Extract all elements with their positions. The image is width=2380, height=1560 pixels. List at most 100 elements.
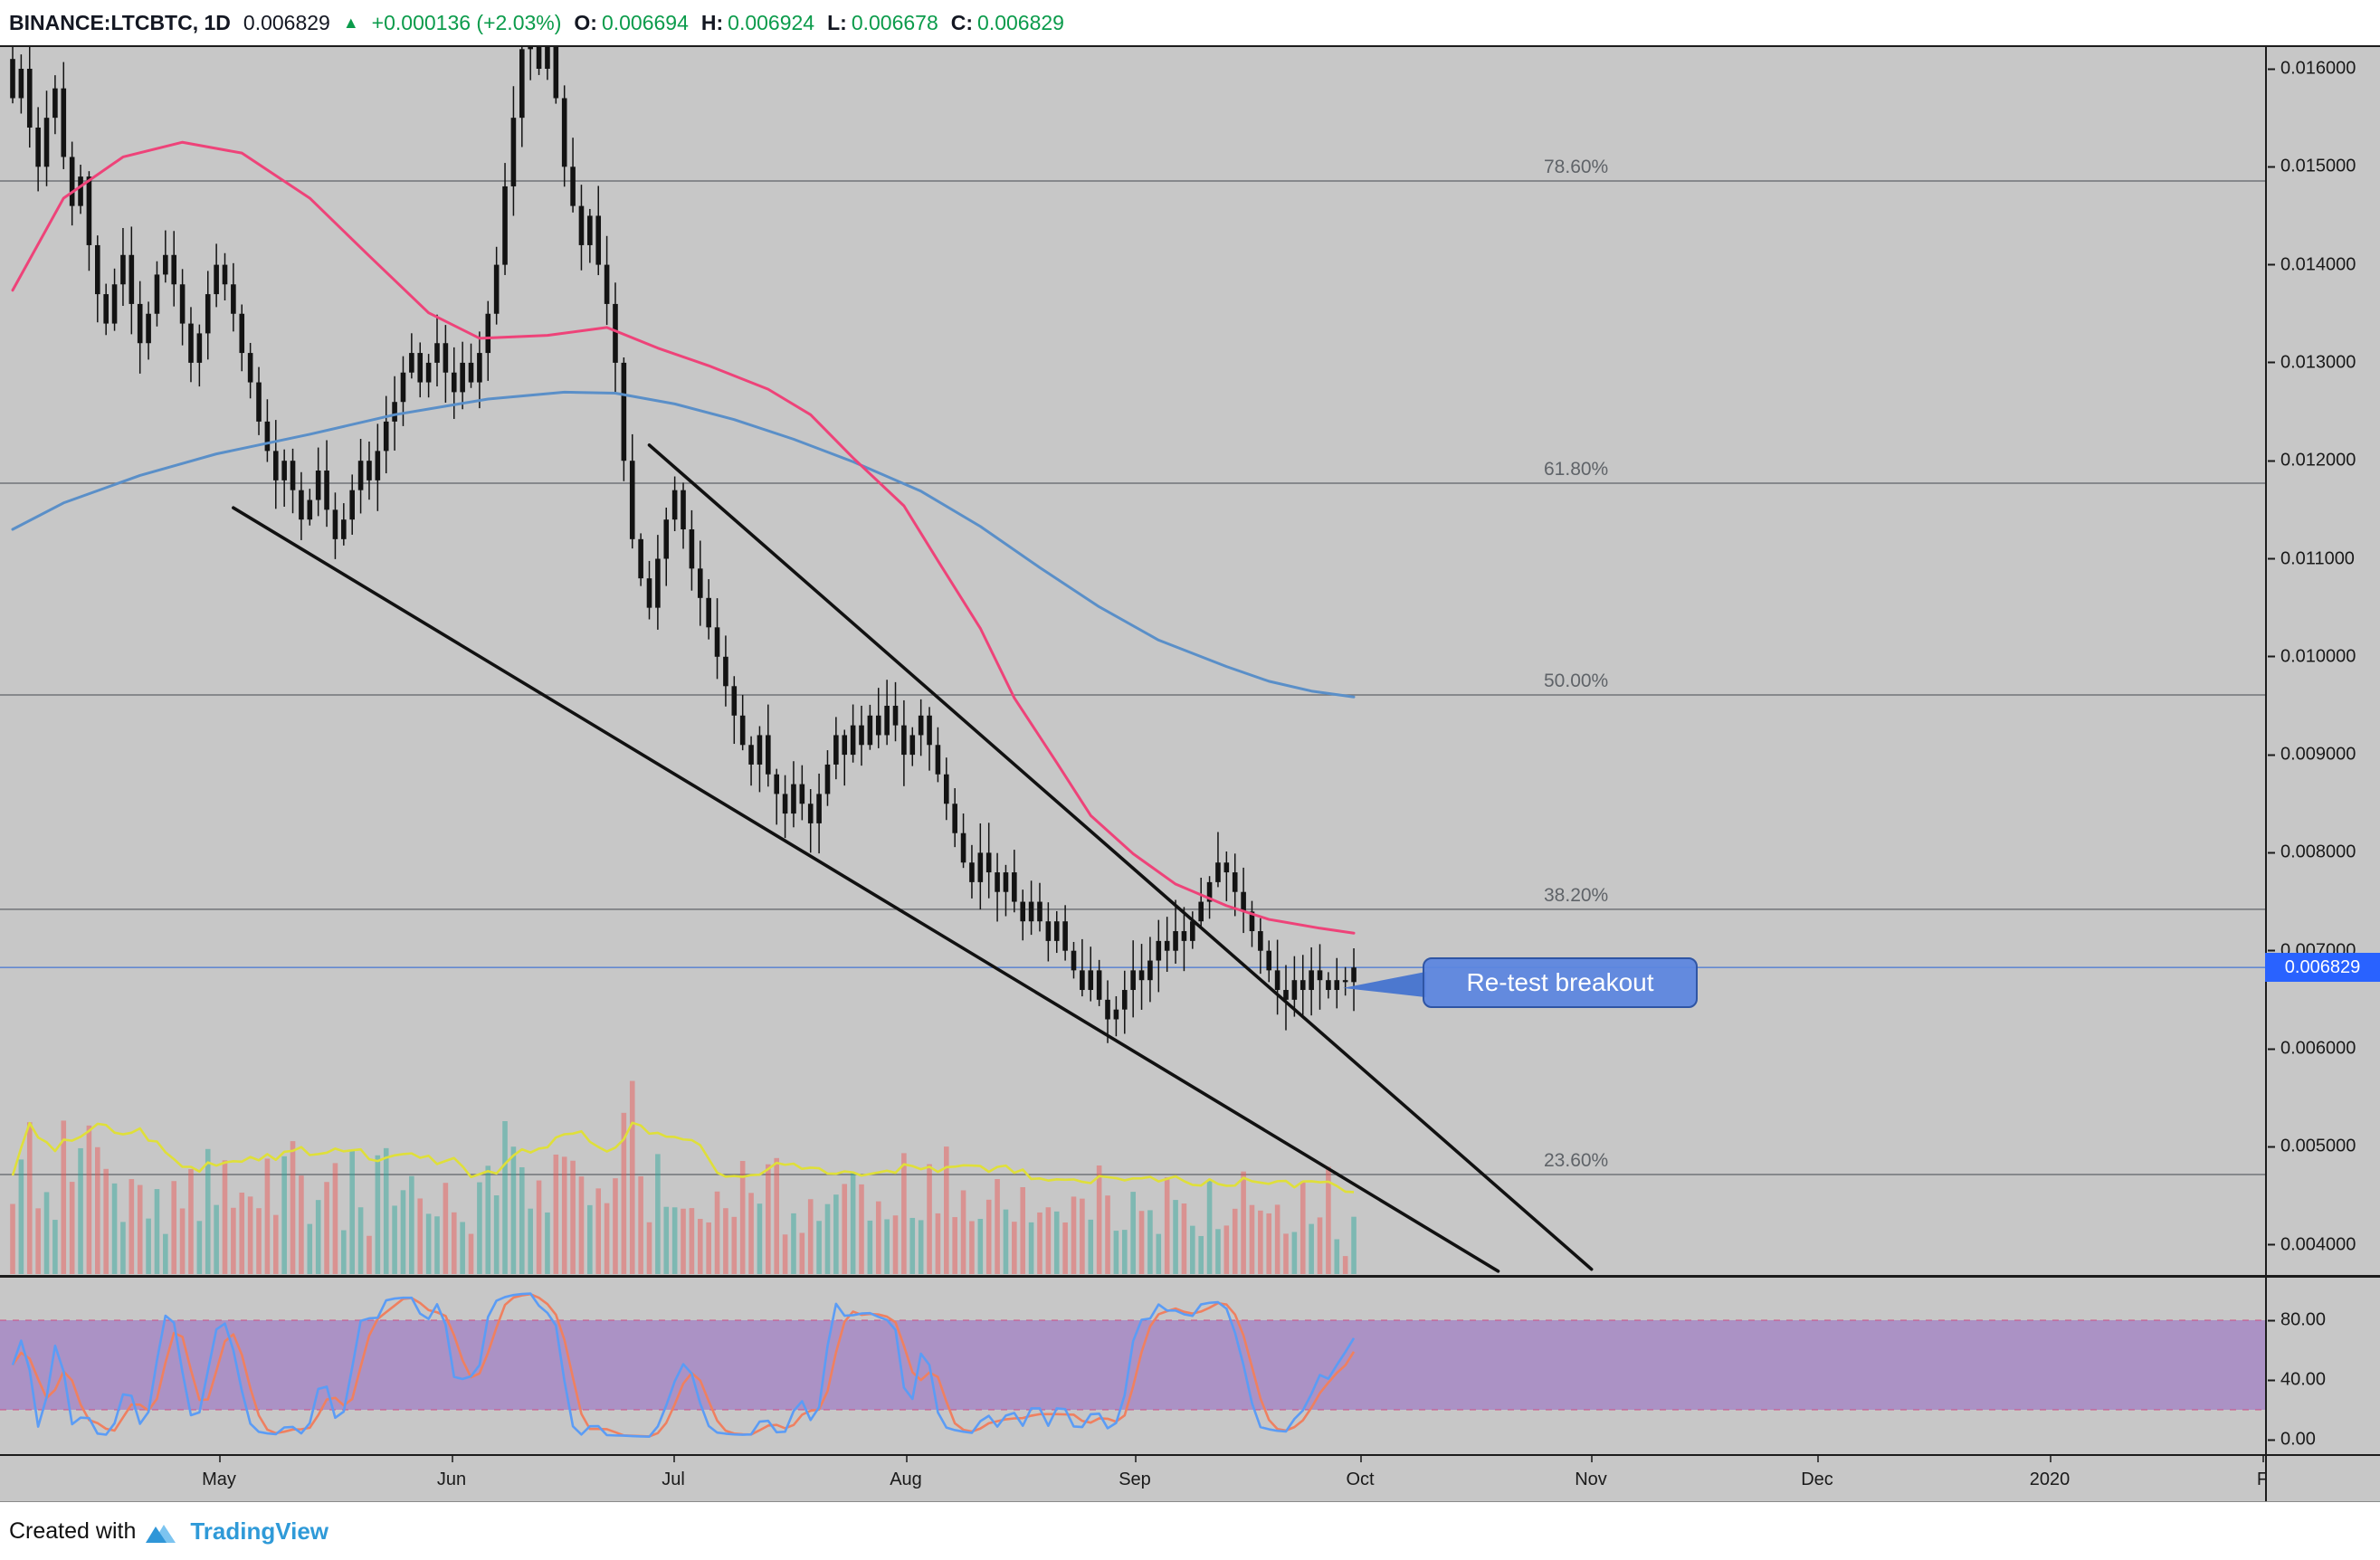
candle-body	[528, 45, 533, 50]
candle-body	[375, 451, 381, 480]
candle-body	[697, 568, 703, 598]
candle-body	[299, 490, 304, 520]
volume-bar	[129, 1179, 135, 1274]
stochastic-panel-canvas[interactable]	[0, 1276, 2265, 1454]
volume-bar	[706, 1222, 711, 1274]
candle-body	[451, 372, 457, 393]
volume-bar	[26, 1122, 33, 1274]
volume-bar	[884, 1219, 890, 1274]
candle-body	[901, 725, 907, 756]
open-value: O: 0.006694	[574, 11, 689, 35]
volume-bar	[842, 1184, 848, 1274]
candle-body	[417, 353, 424, 383]
volume-bar	[1351, 1216, 1357, 1274]
volume-bar	[671, 1207, 678, 1274]
main-chart-canvas[interactable]: 78.60% 61.80% 50.00% 38.20% 23.60%	[0, 45, 2265, 1276]
candle-body	[493, 264, 500, 314]
candle-body	[944, 774, 949, 804]
time-axis-label-Jul: Jul	[662, 1470, 685, 1489]
volume-bar	[163, 1233, 168, 1274]
candle-body	[1266, 950, 1272, 971]
candle-body	[621, 362, 627, 461]
volume-bar	[663, 1206, 670, 1274]
volume-bar	[103, 1168, 109, 1274]
volume-bar	[69, 1182, 75, 1274]
candle-body	[714, 627, 720, 657]
low-number: 0.006678	[851, 10, 938, 34]
volume-bar	[1342, 1256, 1348, 1274]
candle-body	[43, 118, 50, 167]
candle-body	[739, 715, 746, 746]
candle-body	[723, 656, 728, 687]
close-number: 0.006829	[977, 10, 1064, 34]
volume-bar	[952, 1217, 957, 1274]
volume-bar	[1037, 1212, 1042, 1274]
volume-bar	[1223, 1225, 1230, 1274]
low-label: L:	[827, 10, 847, 34]
volume-bar	[638, 1175, 643, 1274]
volume-bar	[757, 1203, 763, 1274]
volume-bar	[977, 1219, 984, 1274]
candle-body	[468, 362, 474, 383]
candlestick-series	[10, 45, 1357, 1043]
tradingview-wordmark[interactable]: TradingView	[190, 1517, 329, 1545]
volume-bar	[205, 1148, 211, 1274]
chart-background	[0, 45, 2380, 1502]
volume-bar	[1232, 1208, 1238, 1274]
retest-breakout-callout[interactable]: Re-test breakout	[1423, 957, 1698, 1008]
candle-body	[35, 127, 41, 167]
candle-body	[247, 353, 253, 383]
price-axis-border	[2265, 45, 2267, 1502]
volume-bar	[493, 1194, 500, 1274]
candle-body	[655, 558, 661, 608]
tradingview-logo-icon[interactable]	[145, 1518, 181, 1544]
close-value: C: 0.006829	[951, 11, 1064, 35]
volume-bar	[1198, 1235, 1204, 1274]
volume-bar	[1241, 1171, 1246, 1274]
volume-bar	[451, 1212, 457, 1274]
time-axis[interactable]: May Jun Jul Aug Sep Oct Nov Dec 2020 F	[0, 1455, 2265, 1502]
volume-bar	[646, 1222, 652, 1274]
volume-bar	[536, 1180, 542, 1274]
volume-bar	[850, 1172, 856, 1274]
volume-bar	[960, 1190, 966, 1274]
panel-separator[interactable]	[0, 1275, 2380, 1278]
volume-bar	[1130, 1192, 1136, 1274]
candle-body	[1274, 970, 1280, 991]
fib-label-23.60%: 23.60%	[1544, 1150, 1608, 1171]
volume-bar	[1003, 1209, 1009, 1274]
candle-body	[638, 538, 643, 579]
volume-bar	[1105, 1195, 1110, 1274]
candle-body	[1113, 1009, 1119, 1020]
volume-bar	[78, 1147, 83, 1274]
candle-body	[681, 490, 686, 530]
candle-body	[1249, 911, 1255, 932]
time-axis-tick	[906, 1456, 908, 1462]
volume-bar	[969, 1221, 975, 1274]
volume-bar	[434, 1216, 440, 1274]
candle-body	[460, 362, 465, 393]
volume-bar	[697, 1219, 703, 1274]
volume-bar	[1283, 1233, 1289, 1274]
candle-body	[341, 519, 347, 539]
symbol-title[interactable]: BINANCE:LTCBTC, 1D	[9, 10, 231, 34]
candle-body	[578, 205, 585, 245]
candle-body	[1105, 999, 1110, 1020]
volume-bar	[935, 1213, 941, 1274]
candle-body	[179, 284, 186, 324]
volume-bar	[120, 1222, 126, 1274]
price-change: +0.000136 (+2.03%)	[371, 10, 562, 34]
volume-bar	[299, 1175, 304, 1274]
candle-body	[196, 333, 203, 363]
time-axis-label-Jun: Jun	[436, 1470, 467, 1489]
candle-body	[791, 784, 796, 814]
volume-bar	[723, 1208, 728, 1274]
volume-bar	[375, 1155, 381, 1274]
candle-body	[875, 715, 881, 736]
trendline-2[interactable]	[647, 443, 1594, 1271]
trendline-1[interactable]	[232, 506, 1500, 1273]
candle-body	[443, 343, 449, 373]
volume-bar	[86, 1125, 92, 1274]
volume-bar	[918, 1220, 924, 1274]
candle-body	[689, 529, 695, 569]
